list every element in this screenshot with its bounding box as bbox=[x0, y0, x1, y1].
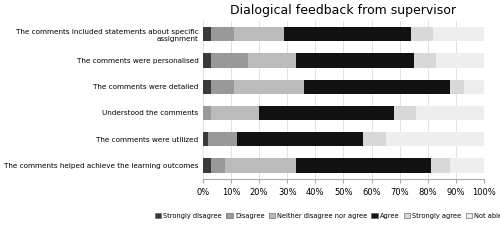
Bar bbox=[411, 27, 434, 41]
Bar bbox=[430, 158, 450, 173]
Bar bbox=[259, 106, 394, 120]
Bar bbox=[208, 132, 236, 147]
Bar bbox=[226, 158, 296, 173]
Bar bbox=[203, 158, 211, 173]
Title: Dialogical feedback from supervisor: Dialogical feedback from supervisor bbox=[230, 4, 456, 17]
Bar bbox=[284, 27, 411, 41]
Bar bbox=[296, 158, 430, 173]
Bar bbox=[203, 53, 211, 68]
Bar bbox=[212, 53, 248, 68]
Bar bbox=[212, 158, 226, 173]
Bar bbox=[212, 27, 234, 41]
Bar bbox=[464, 79, 484, 94]
Bar bbox=[203, 106, 211, 120]
Bar bbox=[248, 53, 296, 68]
Bar bbox=[304, 79, 450, 94]
Bar bbox=[203, 79, 211, 94]
Bar bbox=[450, 79, 464, 94]
Legend: Strongly disagree, Disagree, Neither disagree nor agree, Agree, Strongly agree, : Strongly disagree, Disagree, Neither dis… bbox=[152, 210, 500, 222]
Bar bbox=[212, 106, 259, 120]
Bar bbox=[386, 132, 484, 147]
Bar bbox=[434, 27, 484, 41]
Bar bbox=[236, 132, 363, 147]
Bar bbox=[212, 79, 234, 94]
Bar bbox=[296, 53, 414, 68]
Bar bbox=[363, 132, 386, 147]
Bar bbox=[203, 132, 208, 147]
Bar bbox=[234, 27, 284, 41]
Bar bbox=[436, 53, 484, 68]
Bar bbox=[394, 106, 416, 120]
Bar bbox=[450, 158, 484, 173]
Bar bbox=[234, 79, 304, 94]
Bar bbox=[416, 106, 484, 120]
Bar bbox=[203, 27, 211, 41]
Bar bbox=[414, 53, 436, 68]
